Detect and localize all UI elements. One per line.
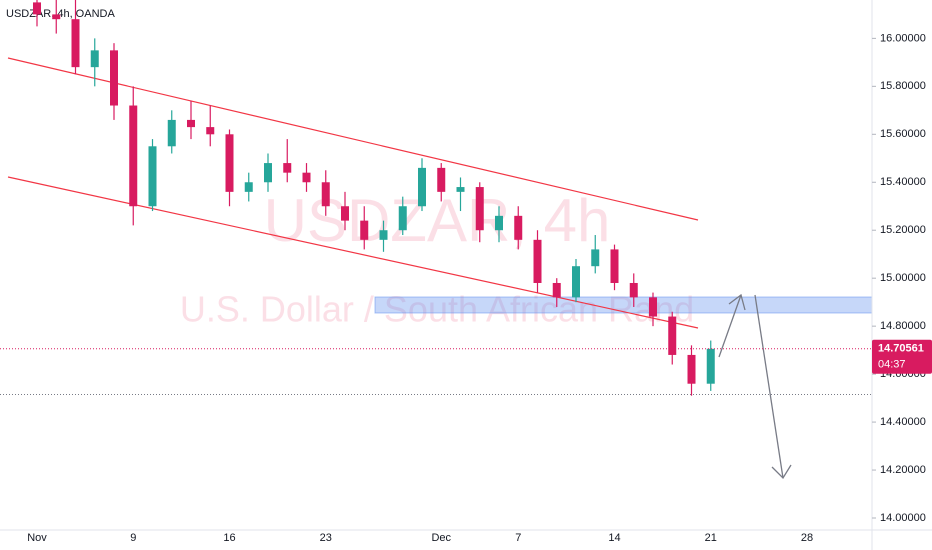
candle-body [495, 215, 503, 231]
x-tick-label: 23 [320, 532, 332, 544]
candle-body [148, 146, 157, 207]
arrow-down-head [771, 464, 792, 480]
y-tick-label: 15.00000 [880, 272, 926, 284]
x-tick-label: Dec [431, 532, 451, 544]
arrow-down [754, 294, 784, 479]
candle-body [90, 50, 99, 68]
candle-body [264, 163, 272, 183]
candle-body [610, 249, 619, 283]
watermark-symbol: USDZAR, 4h [264, 187, 611, 254]
x-tick-label: 7 [515, 532, 521, 544]
arrow-up [718, 294, 742, 358]
y-tick-label: 15.20000 [880, 224, 926, 236]
candle-body [398, 206, 407, 231]
candle-body [302, 172, 311, 183]
candle-body [418, 167, 426, 207]
candle-body [206, 127, 215, 135]
channel-upper [7, 57, 699, 221]
zone [374, 296, 873, 314]
candle-body [379, 230, 388, 240]
candle-body [244, 182, 253, 192]
y-tick-label: 14.20000 [880, 464, 926, 476]
candle-body [129, 105, 138, 207]
candle-body [572, 266, 580, 298]
candle-body [341, 206, 349, 221]
candle-body [629, 282, 638, 298]
watermark-name: U.S. Dollar / South African Rand [180, 289, 694, 330]
y-tick-label: 14.40000 [880, 416, 926, 428]
countdown-label: 04:37 [878, 359, 906, 371]
y-tick-label: 15.60000 [880, 128, 926, 140]
candle-body [52, 14, 61, 20]
x-tick-label: 16 [223, 532, 235, 544]
candle-body [706, 348, 715, 384]
channel-lower [7, 176, 699, 329]
x-tick-label: 28 [801, 532, 813, 544]
last-price-label: 14.70561 [878, 343, 924, 355]
x-tick-label: Nov [27, 532, 47, 544]
y-tick-label: 14.00000 [880, 512, 926, 524]
candle-body [167, 119, 176, 147]
x-tick-label: 14 [608, 532, 620, 544]
y-tick-label: 15.80000 [880, 80, 926, 92]
arrow-up-head [728, 293, 746, 311]
y-tick-label: 16.00000 [880, 32, 926, 44]
candle-body [71, 19, 80, 68]
y-tick-label: 14.80000 [880, 320, 926, 332]
candle-body [552, 282, 561, 298]
candle-body [187, 119, 195, 128]
candle-body [360, 220, 369, 240]
candle-body [475, 187, 484, 231]
candle-body [283, 163, 292, 173]
price-tag [872, 339, 932, 374]
watermark: USDZAR, 4h U.S. Dollar / South African R… [180, 187, 694, 330]
candle-body [649, 297, 657, 317]
x-tick-label: 21 [705, 532, 717, 544]
y-tick-label: 15.40000 [880, 176, 926, 188]
candle-body [321, 182, 330, 207]
chart-title: USDZAR, 4h, OANDA [6, 8, 115, 20]
candle-body [533, 239, 542, 283]
candle-body [456, 187, 465, 192]
candle-body [591, 249, 600, 267]
candle-body [687, 354, 696, 384]
candle-body [514, 215, 523, 240]
x-tick-label: 9 [130, 532, 136, 544]
candle-body [110, 50, 118, 106]
candle-body [668, 316, 677, 355]
candle-body [437, 167, 446, 192]
candle-body [33, 2, 41, 15]
arrows [718, 293, 792, 480]
candle-body [225, 134, 234, 192]
